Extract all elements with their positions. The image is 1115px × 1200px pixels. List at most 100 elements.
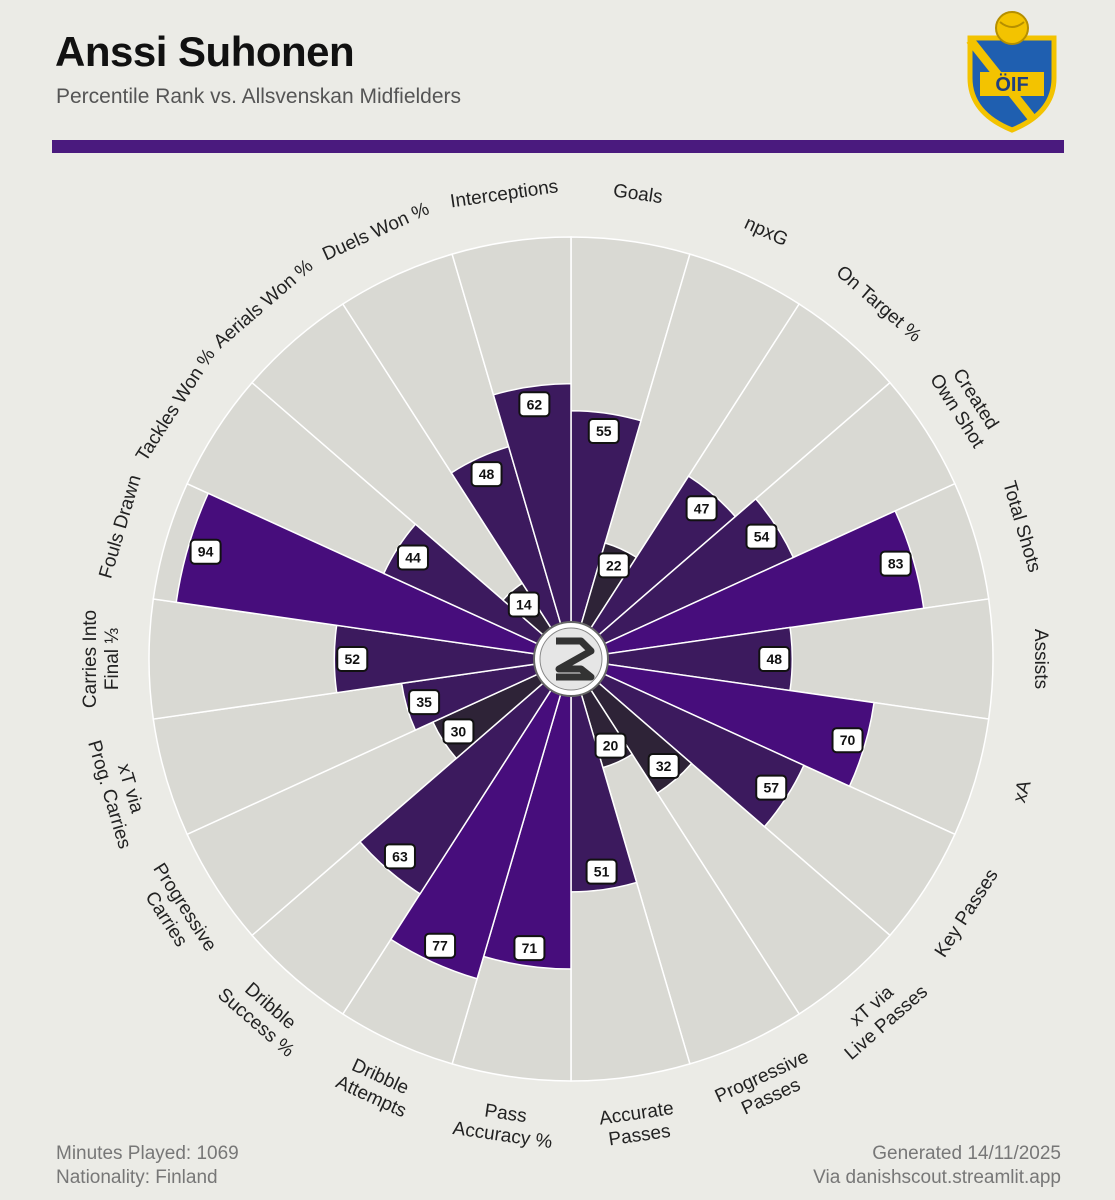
value-label-text: 57 <box>763 780 779 796</box>
value-label: 54 <box>745 523 778 550</box>
source-link[interactable]: Via danishscout.streamlit.app <box>813 1167 1061 1188</box>
category-label: ProgressivePasses <box>712 1047 821 1128</box>
value-label-text: 14 <box>516 597 532 613</box>
ds-logo-icon <box>533 621 609 697</box>
value-label: 30 <box>442 718 475 745</box>
value-label-box <box>507 591 540 618</box>
value-label-box <box>518 391 551 418</box>
value-label-text: 55 <box>596 423 612 439</box>
category-label-line: Goals <box>612 180 664 208</box>
value-label-text: 32 <box>656 758 672 774</box>
category-label: Key Passes <box>931 865 1003 961</box>
value-label: 47 <box>685 495 718 522</box>
category-label-line: xA <box>1009 778 1035 806</box>
value-label-text: 94 <box>198 544 214 560</box>
value-label-text: 48 <box>766 651 782 667</box>
category-label: xA <box>1009 778 1035 806</box>
chart-subtitle: Percentile Rank vs. Allsvenskan Midfield… <box>56 85 462 108</box>
percentile-bars <box>175 382 925 980</box>
category-label: DribbleSuccess % <box>213 968 312 1062</box>
value-label-text: 20 <box>603 738 619 754</box>
value-label-box <box>585 858 618 885</box>
category-label: xT viaProg. Carries <box>83 732 156 852</box>
category-label: Total Shots <box>998 479 1045 575</box>
category-label-line: On Target % <box>832 262 925 347</box>
category-label-line: Assists <box>1030 629 1051 689</box>
category-label-line: Interceptions <box>449 176 560 212</box>
category-label: Goals <box>612 180 664 208</box>
value-label-text: 83 <box>888 556 904 572</box>
value-label-box <box>685 495 718 522</box>
value-label: 35 <box>408 689 441 716</box>
value-label-box <box>879 550 912 577</box>
value-label-box <box>424 932 457 959</box>
value-label: 83 <box>879 550 912 577</box>
value-label-box <box>189 538 222 565</box>
value-label: 62 <box>518 391 551 418</box>
value-label-box <box>336 646 369 672</box>
value-label-text: 62 <box>527 396 543 412</box>
category-label: PassAccuracy % <box>451 1096 557 1153</box>
value-label: 94 <box>189 538 222 565</box>
value-label-box <box>383 843 416 870</box>
category-label: Assists <box>1030 629 1051 689</box>
category-label: Fouls Drawn <box>95 473 145 581</box>
category-label: DribbleAttempts <box>333 1052 419 1122</box>
value-label-box <box>396 544 429 571</box>
accent-divider <box>52 140 1064 153</box>
category-label-line: Final ⅓ <box>102 628 123 690</box>
value-label-box <box>597 552 630 579</box>
value-label-text: 22 <box>606 557 622 573</box>
value-label: 70 <box>831 727 864 754</box>
value-label-box <box>831 727 864 754</box>
value-label-text: 35 <box>416 694 432 710</box>
value-label-text: 71 <box>522 940 538 956</box>
player-name: Anssi Suhonen <box>55 28 355 75</box>
value-label-box <box>408 689 441 716</box>
category-label: AccuratePasses <box>598 1098 678 1151</box>
category-label: Duels Won % <box>319 199 432 266</box>
value-label-text: 77 <box>432 938 448 954</box>
value-label-box <box>745 523 778 550</box>
value-label: 20 <box>594 732 627 759</box>
value-label: 63 <box>383 843 416 870</box>
category-label-line: Fouls Drawn <box>95 473 145 581</box>
value-label-box <box>755 774 788 801</box>
value-labels: 55 22 47 54 83 48 70 57 32 20 51 71 77 63 30 35 52 94 44 14… <box>189 391 912 962</box>
value-label-text: 44 <box>405 549 421 565</box>
value-label-box <box>594 732 627 759</box>
category-label-line: Total Shots <box>998 479 1045 575</box>
value-label-text: 48 <box>479 466 495 482</box>
club-crest-text: ÖIF <box>995 73 1028 96</box>
category-label: Carries IntoFinal ⅓ <box>80 610 123 708</box>
footer-meta: Minutes Played: 1069 Nationality: Finlan… <box>56 1142 239 1190</box>
value-label: 51 <box>585 858 618 885</box>
category-label-line: Duels Won % <box>319 199 432 266</box>
value-label-box <box>758 646 791 672</box>
value-label: 77 <box>424 932 457 959</box>
value-label: 52 <box>336 646 369 672</box>
generated-date: Generated 14/11/2025 <box>872 1143 1061 1164</box>
category-label-line: npxG <box>741 213 791 251</box>
value-label-box <box>513 935 546 962</box>
value-label-box <box>647 752 680 779</box>
value-label: 48 <box>758 646 791 672</box>
footer-source: Generated 14/11/2025 Via danishscout.str… <box>813 1142 1061 1190</box>
value-label: 71 <box>513 935 546 962</box>
value-label: 44 <box>396 544 429 571</box>
value-label-box <box>587 418 620 445</box>
value-label: 48 <box>470 461 503 488</box>
value-label-box <box>470 461 503 488</box>
value-label-text: 70 <box>840 732 856 748</box>
nationality: Nationality: Finland <box>56 1167 218 1188</box>
value-label-text: 52 <box>344 651 360 667</box>
value-label-box <box>442 718 475 745</box>
club-crest-icon: ÖIF <box>966 11 1057 133</box>
value-label-text: 54 <box>754 529 770 545</box>
value-label: 22 <box>597 552 630 579</box>
category-label: On Target % <box>832 262 925 347</box>
category-label: ProgressiveCarries <box>130 860 220 968</box>
category-label: Interceptions <box>449 176 560 212</box>
category-label: CreatedOwn Shot <box>925 358 1007 452</box>
